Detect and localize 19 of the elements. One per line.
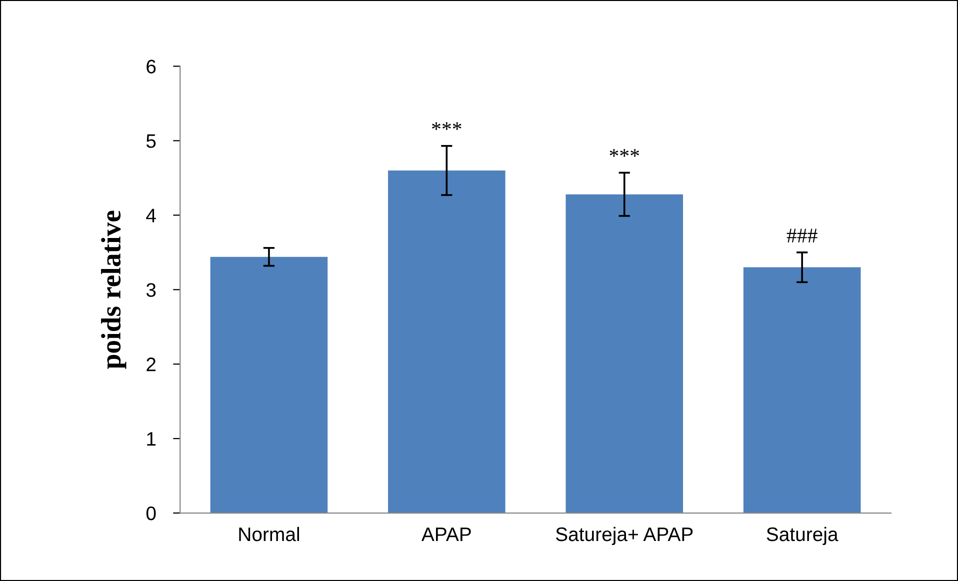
annotation: ### — [786, 228, 818, 242]
y-tick-label: 5 — [146, 134, 156, 148]
bar — [566, 194, 684, 514]
y-tick-label: 6 — [146, 60, 156, 74]
y-tick-label: 2 — [146, 358, 156, 372]
y-tick-label: 1 — [147, 432, 156, 446]
bar — [743, 267, 861, 514]
x-tick-label: Satureja — [766, 526, 838, 546]
x-tick-label: Satureja+ APAP — [556, 526, 693, 546]
annotation: *** — [432, 122, 462, 130]
x-tick-label: Normal — [239, 526, 299, 542]
y-tick-label: 0 — [146, 506, 156, 520]
x-tick-label: APAP — [421, 528, 471, 542]
y-tick-label: 4 — [146, 208, 156, 222]
bar — [388, 170, 506, 514]
y-axis-title: poids relative — [101, 210, 126, 369]
y-tick-label: 3 — [146, 283, 156, 297]
annotation: *** — [610, 149, 640, 157]
bar — [210, 256, 328, 514]
